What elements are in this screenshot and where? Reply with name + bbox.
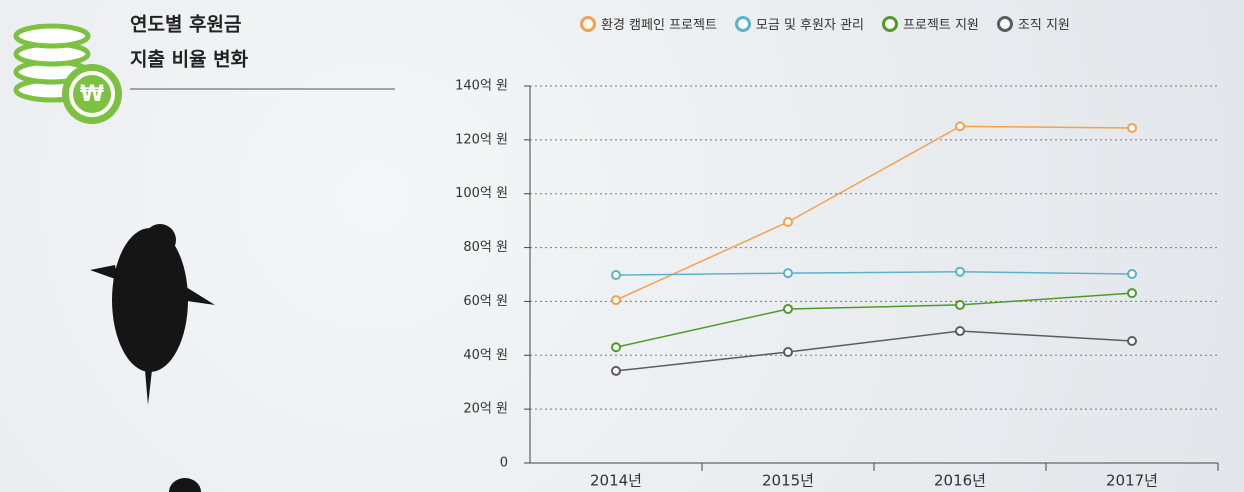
- legend-label: 환경 캠페인 프로젝트: [601, 18, 717, 33]
- legend-label: 프로젝트 지원: [902, 18, 979, 33]
- y-tick-label: 20억 원: [463, 402, 508, 417]
- data-point: [955, 121, 965, 132]
- chart-title: 연도별 후원금: [130, 14, 242, 36]
- data-point: [783, 347, 793, 358]
- data-point: [783, 216, 793, 227]
- data-point: [955, 299, 965, 310]
- legend-marker: [580, 15, 596, 32]
- data-point: [1127, 123, 1137, 134]
- series-line: [615, 292, 1133, 348]
- series-line: [615, 271, 1133, 276]
- legend-item: 모금 및 후원자 관리: [734, 14, 864, 33]
- legend-label: 모금 및 후원자 관리: [755, 18, 864, 33]
- legend-marker: [881, 15, 898, 32]
- x-tick-label: 2016년: [934, 472, 986, 490]
- y-tick-label: 100억 원: [455, 186, 508, 201]
- data-point: [611, 295, 621, 306]
- coin-icon: ₩: [13, 23, 122, 124]
- x-tick-label: 2014년: [590, 472, 642, 490]
- data-point: [783, 303, 793, 314]
- x-tick-label: 2015년: [762, 472, 814, 490]
- legend-label: 조직 지원: [1017, 18, 1070, 33]
- data-point: [955, 266, 965, 277]
- data-point: [611, 342, 621, 353]
- svg-text:₩: ₩: [80, 82, 104, 107]
- legend-item: 프로젝트 지원: [881, 14, 979, 33]
- data-point: [1127, 288, 1137, 299]
- y-tick-label: 140억 원: [455, 79, 508, 94]
- data-point: [1127, 268, 1137, 279]
- data-point: [1127, 336, 1137, 347]
- y-tick-label: 40억 원: [463, 348, 508, 363]
- y-tick-label: 80억 원: [463, 240, 508, 255]
- legend-item: 조직 지원: [996, 14, 1070, 33]
- x-tick-label: 2017년: [1106, 472, 1158, 490]
- y-tick-label: 60억 원: [463, 294, 508, 309]
- legend-item: 환경 캠페인 프로젝트: [580, 14, 717, 33]
- legend-marker: [996, 15, 1013, 32]
- y-tick-label: 0: [500, 456, 508, 471]
- chart-title: 지출 비율 변화: [130, 49, 249, 71]
- data-point: [611, 270, 621, 281]
- data-point: [611, 365, 621, 376]
- data-point: [783, 268, 793, 279]
- series-line: [615, 125, 1133, 301]
- series-line: [615, 330, 1133, 372]
- legend: 환경 캠페인 프로젝트 모금 및 후원자 관리 프로젝트 지원 조직 지원: [580, 14, 1070, 33]
- legend-marker: [734, 15, 751, 32]
- data-point: [955, 326, 965, 337]
- y-tick-label: 120억 원: [455, 132, 508, 147]
- penguin: [90, 224, 215, 492]
